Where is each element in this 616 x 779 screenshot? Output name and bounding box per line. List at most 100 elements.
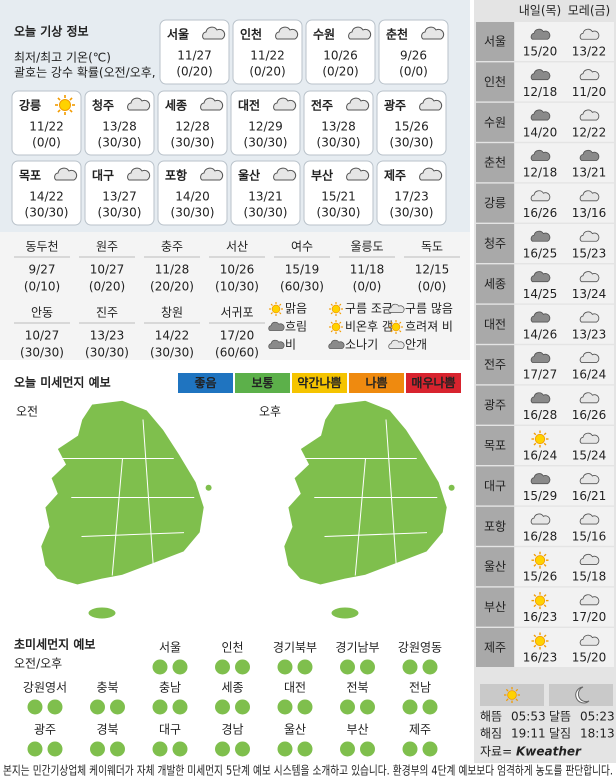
forecast-after: 11/20 [572, 85, 607, 99]
title: 오늘 기상 정보 [14, 24, 89, 39]
weather-icon [388, 303, 405, 313]
grade-dot [422, 699, 438, 715]
minor-temp: 9/27 [29, 263, 56, 277]
minor-name: 동두천 [25, 239, 58, 254]
weather-icon [579, 109, 600, 121]
cloud [54, 167, 78, 181]
region-name: 인천 [221, 640, 243, 655]
sun-ray [533, 563, 537, 567]
name-cell [476, 143, 514, 183]
cloud [275, 26, 299, 40]
sun-ray [543, 563, 547, 567]
forecast-tomorrow: 16/28 [523, 408, 558, 422]
city-temp: 13/21 [248, 190, 283, 204]
minor-temp: 14/22 [155, 329, 190, 343]
forecast-tomorrow: 14/26 [523, 327, 558, 341]
weather-icon [530, 513, 551, 525]
minor-rain: (30/30) [20, 346, 64, 360]
weather-icon [530, 149, 551, 161]
scale-box [349, 373, 404, 393]
cloud [530, 271, 551, 283]
minor-rain: (30/30) [150, 346, 194, 360]
grade-dot [402, 699, 418, 715]
cloud [579, 230, 600, 242]
minor-temp: 17/20 [220, 329, 255, 343]
grade-dot [27, 741, 43, 757]
weather-icon [530, 392, 551, 404]
grade-dot [47, 699, 63, 715]
astro-time: 05:53 [511, 710, 546, 724]
city-name: 청주 [92, 98, 114, 113]
forecast-tomorrow: 16/28 [523, 529, 558, 543]
forecast-after: 15/16 [572, 529, 607, 543]
city-temp: 17/23 [394, 190, 429, 204]
sun-ray [505, 698, 509, 702]
scale-label: 보통 [251, 375, 273, 390]
cloud [421, 26, 445, 40]
weather-icon [579, 149, 600, 161]
cloud [579, 109, 600, 121]
city-temp: 9/26 [400, 49, 427, 63]
grade-dot [47, 741, 63, 757]
legend-label: 흐림 [285, 320, 307, 334]
weather-icon [419, 97, 443, 111]
minor-rain: (0/20) [89, 280, 125, 294]
city-name: 포항 [165, 168, 187, 183]
value-cell [515, 345, 614, 385]
forecast-after: 16/26 [572, 408, 607, 422]
grade-dot [360, 659, 375, 675]
city-temp: 12/28 [175, 120, 210, 134]
weather-icon [54, 167, 78, 181]
weather-icon [579, 553, 600, 565]
cloud [579, 392, 600, 404]
weather-icon [127, 97, 151, 111]
map-border [385, 419, 397, 566]
forecast-city: 울산 [484, 560, 506, 574]
cloud [530, 473, 551, 485]
minor-name: 충주 [161, 240, 183, 254]
grade-dot [277, 659, 293, 675]
region-name: 부산 [346, 723, 368, 737]
cloud [579, 28, 600, 40]
weather-icon [530, 69, 551, 81]
city-rain: (30/30) [25, 206, 69, 220]
weather-icon [531, 551, 549, 569]
map-border [354, 458, 366, 576]
cloud [202, 26, 226, 40]
value-cell [515, 587, 614, 627]
forecast-city: 전주 [484, 358, 506, 372]
grade-dot [172, 659, 188, 675]
weather-icon [579, 69, 600, 81]
legend-label: 구름 많음 [405, 302, 453, 316]
value-cell [515, 547, 614, 587]
cloud [530, 230, 551, 242]
weather-icon [530, 190, 551, 202]
sun [534, 433, 546, 445]
weather-icon [579, 473, 600, 485]
city-name: 춘천 [386, 27, 408, 42]
astro-time: 05:23 [580, 710, 615, 724]
sun-ray [543, 594, 547, 597]
city-rain: (30/30) [244, 136, 288, 150]
minor-rain: (60/60) [215, 346, 259, 360]
sun-ray [543, 644, 547, 648]
name-cell [476, 62, 514, 102]
grade-dot [215, 659, 230, 675]
cloud [346, 97, 370, 111]
map-jeju [330, 606, 360, 620]
minor-rain: (20/20) [150, 280, 194, 294]
cloud [530, 311, 551, 323]
cloud [579, 594, 600, 606]
cloud [579, 271, 600, 283]
cloud [388, 339, 405, 349]
cloud [579, 69, 600, 81]
grade-dot [297, 659, 313, 675]
sun [534, 555, 546, 566]
weather-icon [55, 95, 75, 115]
grade-dot [90, 699, 105, 715]
sun-ray [330, 303, 333, 306]
map-border [142, 419, 154, 566]
grade-dot [27, 699, 43, 715]
name-cell [476, 426, 514, 465]
city-temp: 15/21 [321, 190, 356, 204]
